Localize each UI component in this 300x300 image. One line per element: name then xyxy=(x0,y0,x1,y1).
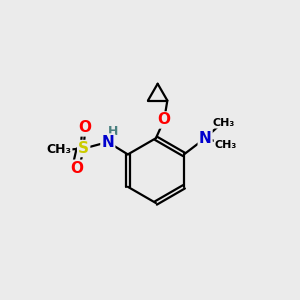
Text: N: N xyxy=(101,134,114,149)
Text: H: H xyxy=(108,125,118,138)
Text: CH₃: CH₃ xyxy=(213,118,235,128)
Text: CH₃: CH₃ xyxy=(46,143,71,157)
Text: N: N xyxy=(199,131,211,146)
Text: O: O xyxy=(158,112,171,128)
Text: O: O xyxy=(70,161,83,176)
Text: CH₃: CH₃ xyxy=(214,140,237,150)
Text: S: S xyxy=(78,141,89,156)
Text: O: O xyxy=(78,120,91,135)
